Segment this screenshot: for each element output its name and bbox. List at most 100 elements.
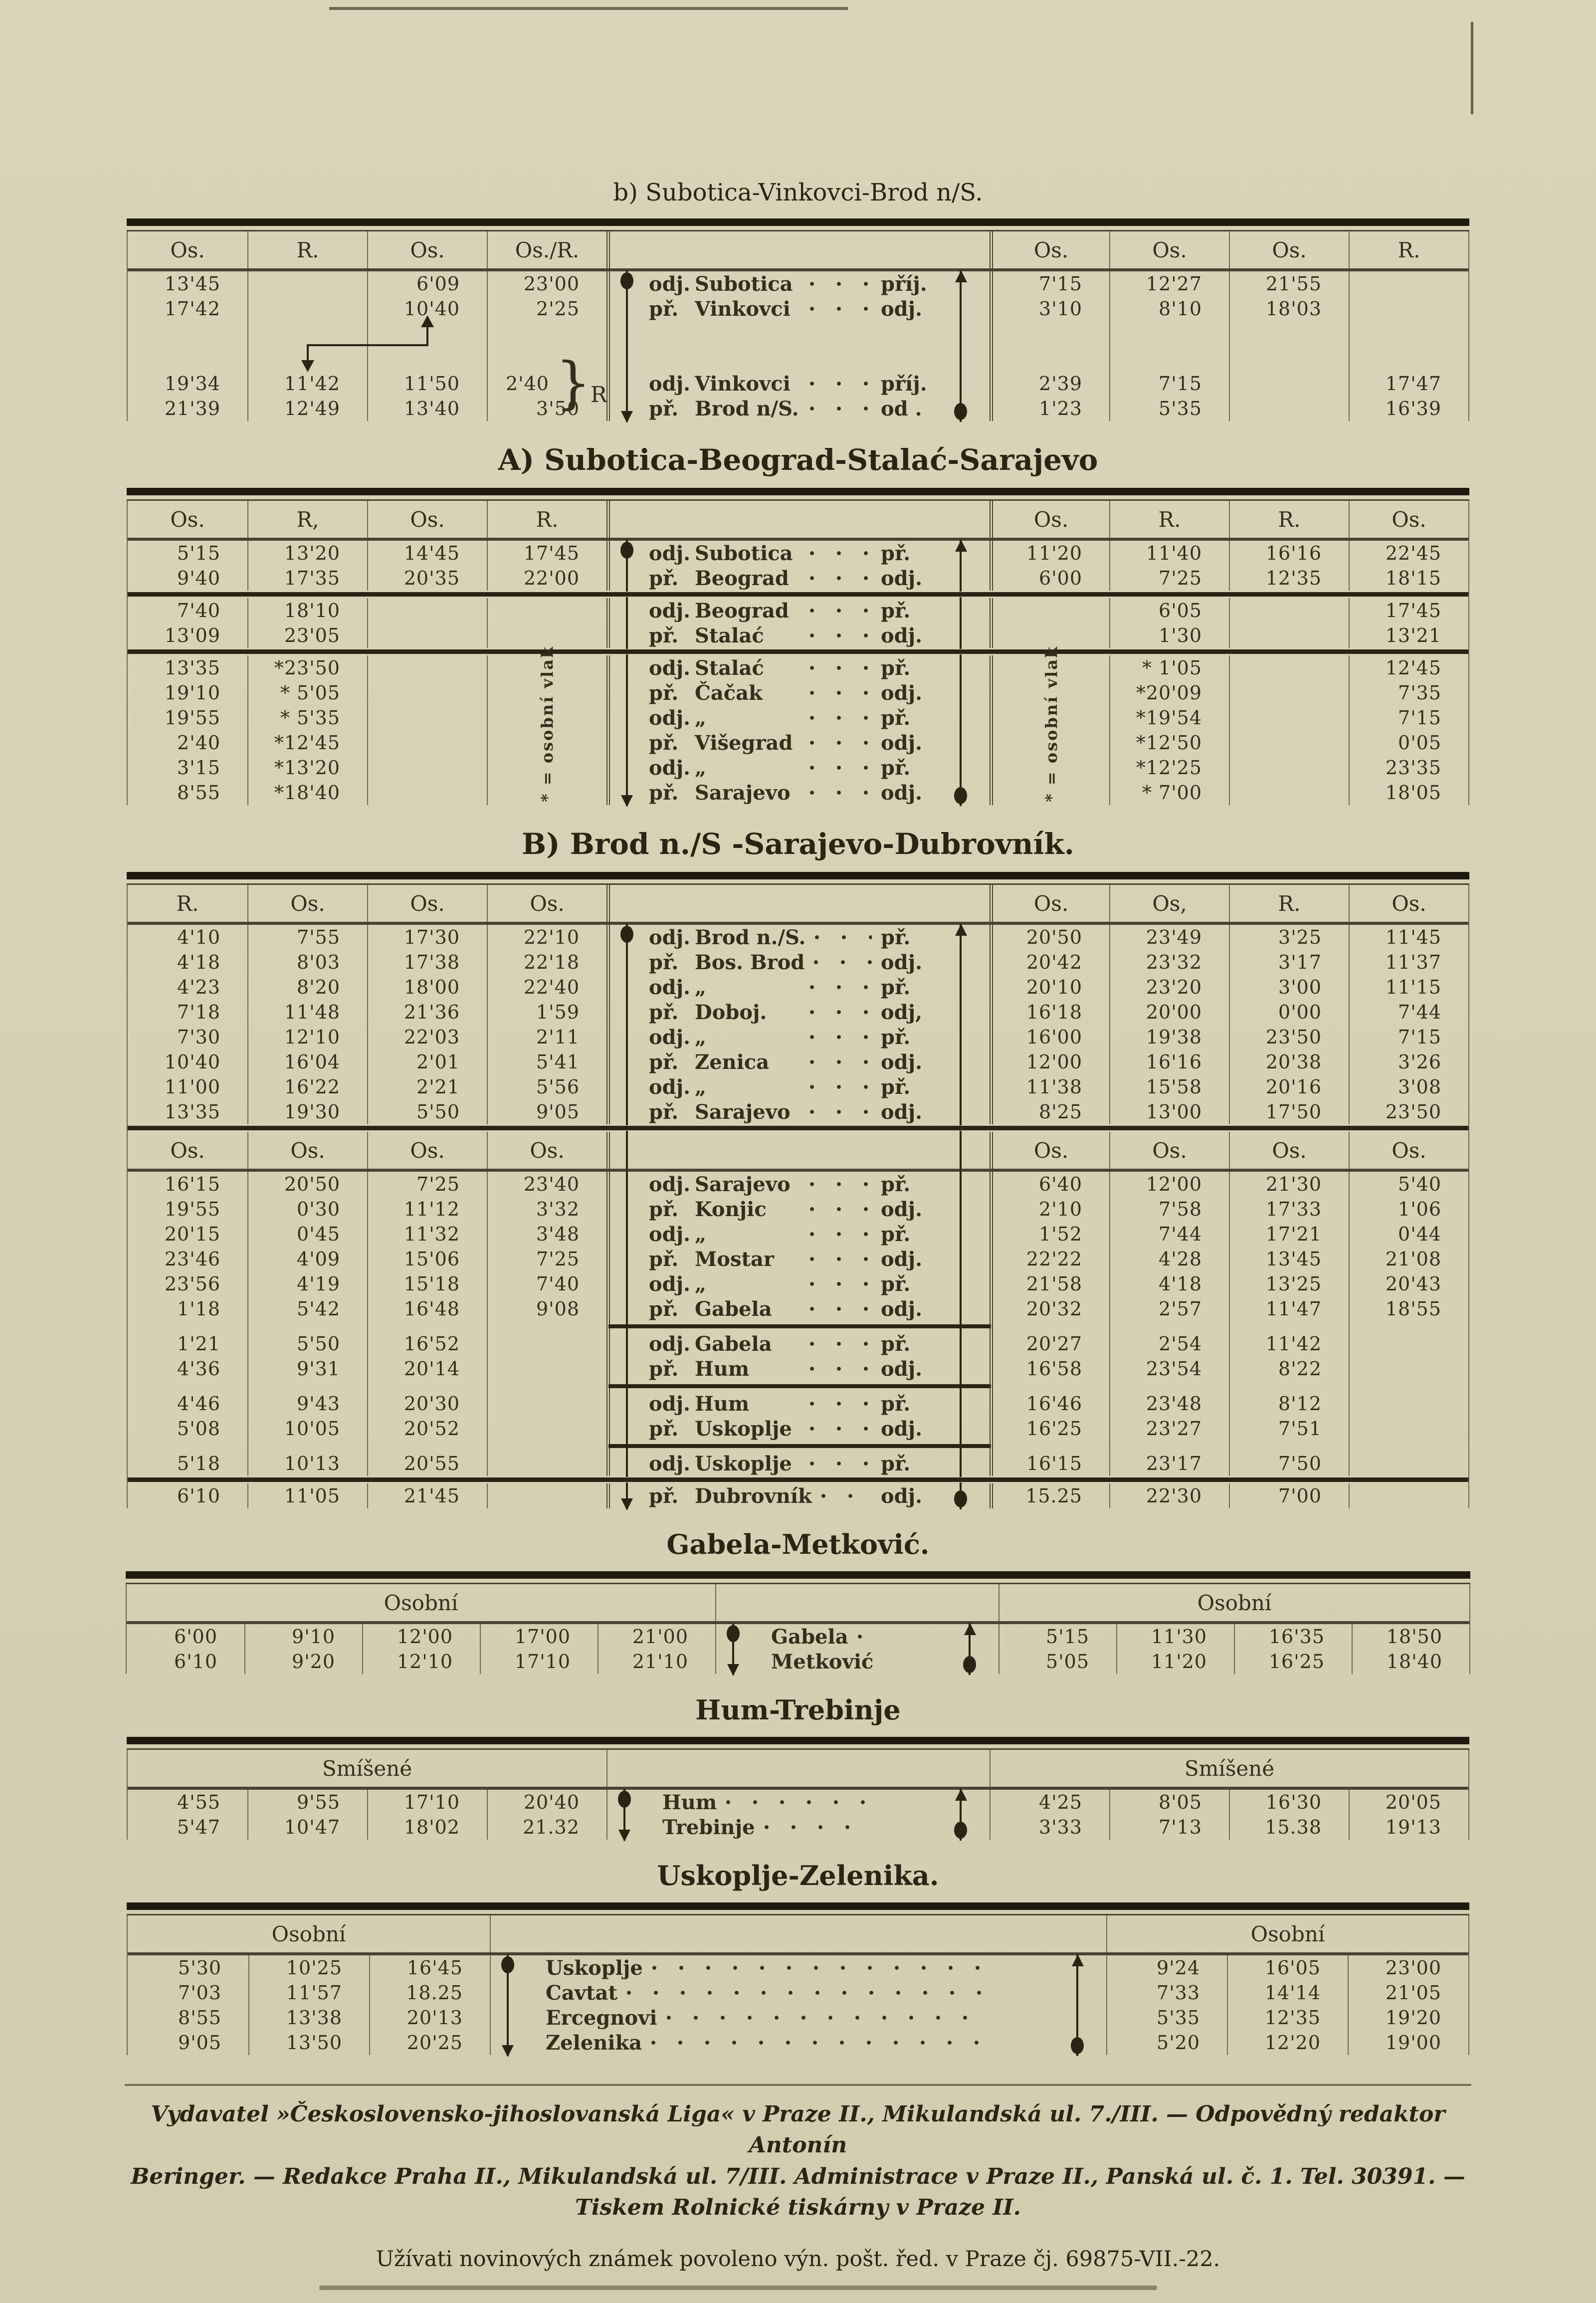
separator-cell bbox=[367, 1381, 487, 1391]
departure-time: 19'55 bbox=[164, 707, 220, 729]
group-separator bbox=[128, 649, 1468, 654]
arrival-time: 23'17 bbox=[1109, 1451, 1229, 1476]
separator-cell bbox=[1349, 1321, 1468, 1331]
departure-time: 8'55 bbox=[177, 782, 220, 804]
timetable-brod-sarajevo-dubrovnik: R. Os. Os. Os. Os. Os, R. Os. 4'10 7'55 17'30 22'10… bbox=[127, 872, 1469, 1510]
departure-time: 4'18 bbox=[177, 951, 220, 973]
arrival-time: 23'50 bbox=[1349, 1099, 1468, 1124]
arrival-time bbox=[1349, 1451, 1468, 1476]
station-cell: př. Bos. Brod odj. bbox=[606, 949, 990, 976]
departure-time: 7'18 bbox=[177, 1001, 220, 1023]
station-cell: př. Vinkovci odj. bbox=[606, 295, 990, 322]
column-header: Os. bbox=[367, 231, 487, 268]
departure-time: 22'03 bbox=[367, 1025, 487, 1049]
departure-time: 0'30 bbox=[247, 1197, 367, 1222]
leader-dots bbox=[666, 2015, 988, 2020]
route-end-dot-icon bbox=[963, 1656, 976, 1673]
departure-time: 16'04 bbox=[247, 1049, 367, 1074]
leader-dots bbox=[809, 985, 872, 990]
departure-time: 13'09 bbox=[164, 625, 220, 646]
arrival-time bbox=[1349, 296, 1468, 321]
leader-dots bbox=[809, 665, 872, 670]
column-header: Os. bbox=[367, 1132, 487, 1169]
leader-dots bbox=[809, 576, 872, 581]
arrival-time: 2'10 bbox=[990, 1197, 1109, 1222]
departure-time: 22'10 bbox=[487, 925, 606, 950]
arrival-departure-label: odj. bbox=[881, 1297, 923, 1321]
departure-time: 9'08 bbox=[487, 1296, 606, 1321]
departure-time bbox=[487, 1483, 606, 1508]
arrival-departure-label: odj. bbox=[649, 756, 691, 780]
station-name: Konjic bbox=[695, 1197, 767, 1221]
leader-dots bbox=[809, 1035, 872, 1040]
departure-time: 21'39 bbox=[164, 398, 220, 419]
arrival-departure-label: př. bbox=[881, 656, 911, 680]
arrival-time: 16'30 bbox=[1229, 1790, 1349, 1815]
departure-time bbox=[247, 296, 367, 321]
arrival-time: *12'50 bbox=[1109, 730, 1229, 755]
arrival-time bbox=[1229, 755, 1349, 780]
section-title-brod-sarajevo-dubrovnik: B) Brod n./S -Sarajevo-Dubrovník. bbox=[522, 827, 1074, 861]
arrival-time: 18'03 bbox=[1229, 296, 1349, 321]
departure-time: 17'45 bbox=[487, 541, 606, 566]
column-header: R. bbox=[1229, 885, 1349, 922]
arrival-time: 11'40 bbox=[1109, 541, 1229, 566]
arrival-time bbox=[990, 730, 1109, 755]
arrival-departure-label: př. bbox=[881, 541, 911, 565]
arrival-time: * 1'05 bbox=[1109, 655, 1229, 680]
arrival-departure-label: odj. bbox=[881, 1050, 923, 1074]
arrival-departure-label: př. bbox=[649, 397, 679, 420]
separator-cell bbox=[487, 1441, 606, 1451]
arrival-departure-label: odj. bbox=[881, 624, 923, 647]
station-cell: odj. Beograd př. bbox=[606, 597, 990, 624]
separator-cell bbox=[990, 1381, 1109, 1391]
arrival-time: 5'20 bbox=[1106, 2030, 1227, 2055]
station-name: Trebinje bbox=[662, 1815, 755, 1839]
arrival-departure-label: př. bbox=[881, 706, 911, 730]
leader-dots bbox=[764, 1825, 871, 1830]
station-cell: odj. Brod n./S. př. bbox=[606, 924, 990, 951]
departure-time: 9'55 bbox=[247, 1790, 367, 1815]
arrival-time: 4'25 bbox=[990, 1790, 1109, 1815]
departure-time: 20'55 bbox=[367, 1451, 487, 1476]
column-header: R. bbox=[1229, 501, 1349, 538]
departure-time: 9'05 bbox=[487, 1099, 606, 1124]
route-end-dot-icon bbox=[954, 403, 967, 420]
route-up-arrow-icon bbox=[964, 1623, 976, 1635]
station-column-header bbox=[715, 1584, 998, 1621]
arrival-time: 22'22 bbox=[990, 1247, 1109, 1271]
departure-time: 19'30 bbox=[247, 1099, 367, 1124]
arrival-time bbox=[1349, 1356, 1468, 1381]
gap-cell bbox=[367, 315, 487, 371]
arrival-time: 21'08 bbox=[1349, 1247, 1468, 1271]
station-name: Stalać bbox=[695, 624, 764, 647]
arrival-time: 4'18 bbox=[1109, 1271, 1229, 1296]
arrival-departure-label: odj. bbox=[881, 1100, 923, 1124]
arrival-time: 5'35 bbox=[1109, 396, 1229, 421]
separator-cell bbox=[247, 1441, 367, 1451]
table-grid: Os. R, Os. R. Os. R. R. Os. 5'15 13'20 14'45 17'45 o… bbox=[127, 501, 1469, 807]
departure-time: 7'40 bbox=[177, 600, 220, 622]
departure-time: 5'50 bbox=[247, 1331, 367, 1356]
leader-dots bbox=[814, 935, 872, 940]
departure-time: 5'50 bbox=[367, 1099, 487, 1124]
leader-dots bbox=[809, 633, 872, 638]
arrival-time: 3'17 bbox=[1229, 950, 1349, 975]
route-up-arrow-icon bbox=[955, 924, 967, 936]
station-cell: Trebinje bbox=[606, 1814, 990, 1842]
arrival-time bbox=[1229, 680, 1349, 705]
arrival-time: 7'13 bbox=[1109, 1815, 1229, 1840]
arrival-time bbox=[990, 680, 1109, 705]
station-cell: př. Stalać odj. bbox=[606, 622, 990, 649]
arrival-departure-label: př. bbox=[881, 1452, 911, 1475]
arrival-departure-label: př. bbox=[881, 925, 911, 949]
departure-time bbox=[367, 730, 487, 755]
departure-time: 9'10 bbox=[244, 1624, 362, 1649]
scan-artifact-bottom bbox=[319, 2286, 1157, 2290]
column-header: Os. bbox=[1109, 231, 1229, 268]
departure-time: 10'05 bbox=[247, 1416, 367, 1441]
arrival-time: 23'32 bbox=[1109, 950, 1229, 975]
route-start-dot-icon bbox=[501, 1956, 514, 1973]
route-start-dot-icon bbox=[620, 272, 633, 289]
header-double-rule bbox=[128, 922, 1468, 925]
